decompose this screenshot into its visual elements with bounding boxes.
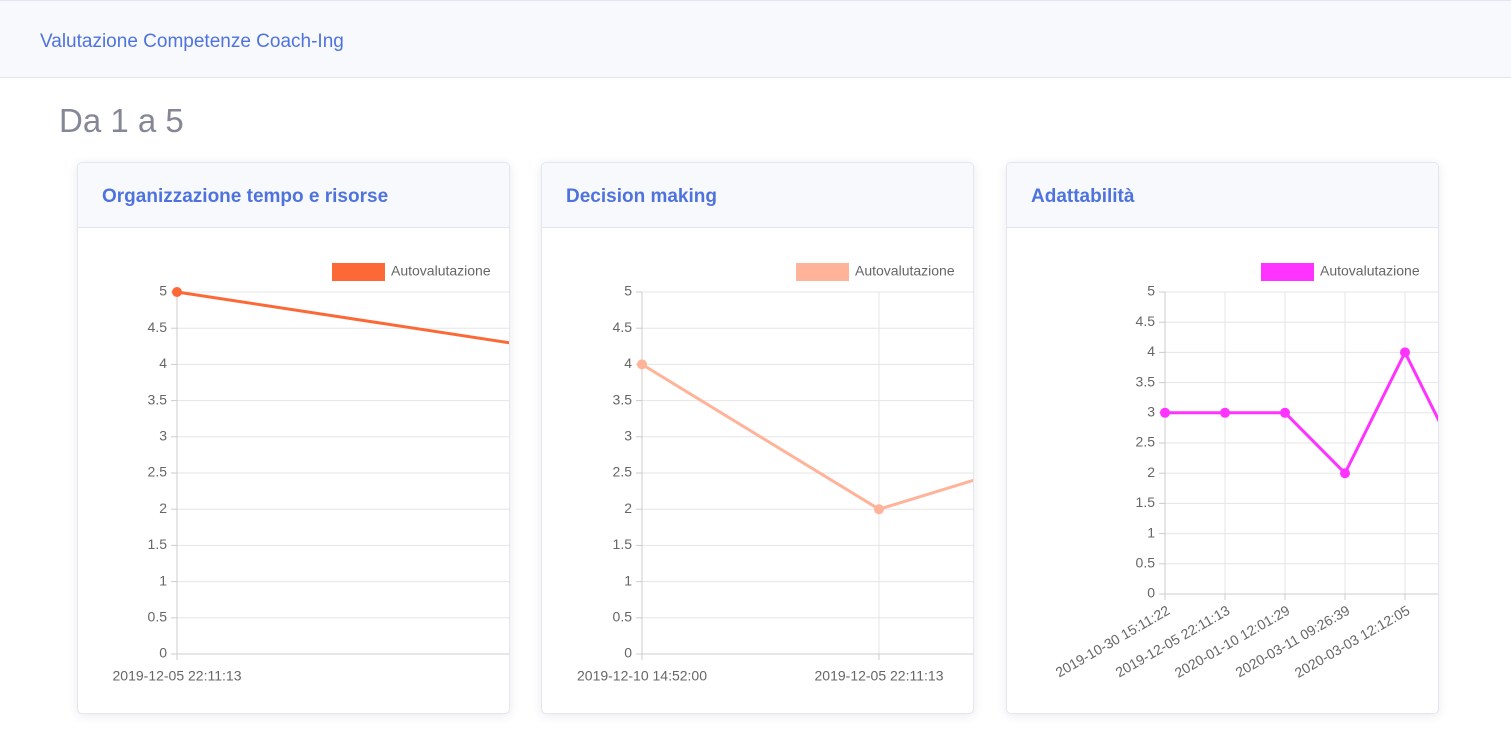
y-tick-label: 2.5 bbox=[148, 464, 168, 480]
chart-card: 0 0.5 1 1.5 2 2.5 3 3.5 4 4.5 5 2019-12-10 14:52:00… bbox=[541, 162, 974, 714]
data-point bbox=[1280, 407, 1290, 418]
legend-swatch bbox=[1261, 263, 1314, 281]
y-tick-label: 1 bbox=[1147, 524, 1155, 540]
brand[interactable]: Valutazione Competenze Coach-Ing bbox=[40, 31, 344, 52]
chart: 0 0.5 1 1.5 2 2.5 3 3.5 4 4.5 5 2019-12-10 14:52:00… bbox=[577, 263, 973, 684]
y-tick-label: 3 bbox=[1147, 404, 1155, 420]
series-line bbox=[1165, 349, 1438, 476]
data-point bbox=[637, 359, 647, 370]
card-header: Adattabilità bbox=[1007, 163, 1438, 228]
card-header: Organizzazione tempo e risorse bbox=[78, 163, 509, 228]
y-tick-label: 3 bbox=[624, 428, 632, 444]
y-tick-label: 1 bbox=[624, 572, 632, 588]
data-point bbox=[1220, 407, 1230, 418]
y-tick-label: 0.5 bbox=[1136, 555, 1156, 571]
x-tick-label: 2019-12-05 22:11:13 bbox=[815, 668, 944, 684]
data-point bbox=[172, 287, 182, 297]
y-tick-label: 3.5 bbox=[613, 391, 633, 407]
y-tick-label: 1 bbox=[159, 572, 167, 588]
y-tick-label: 2 bbox=[1147, 464, 1155, 480]
x-tick-label: 2019-12-10 14:52:00 bbox=[577, 668, 707, 684]
y-tick-label: 1.5 bbox=[1136, 494, 1156, 510]
data-point bbox=[1400, 347, 1410, 358]
legend-label: Autovalutazione bbox=[855, 263, 955, 279]
y-tick-label: 1.5 bbox=[613, 536, 633, 552]
y-tick-label: 0 bbox=[159, 645, 167, 661]
y-tick-label: 4.5 bbox=[148, 319, 168, 335]
legend-swatch bbox=[332, 263, 385, 281]
y-tick-label: 4.5 bbox=[613, 319, 633, 335]
navbar: Valutazione Competenze Coach-Ing bbox=[0, 0, 1511, 78]
card-title: Decision making bbox=[566, 186, 717, 207]
x-tick-label: 2019-10-30 15:11:22 bbox=[1053, 602, 1173, 680]
y-tick-label: 3 bbox=[159, 428, 167, 444]
y-tick-label: 4.5 bbox=[1136, 313, 1156, 329]
y-tick-label: 1.5 bbox=[148, 536, 168, 552]
legend-label: Autovalutazione bbox=[1320, 263, 1420, 279]
legend-label: Autovalutazione bbox=[391, 263, 491, 279]
x-tick-label: 2020-03-03 12:12:05 bbox=[1292, 602, 1413, 681]
y-tick-label: 4 bbox=[159, 355, 167, 371]
y-tick-label: 4 bbox=[624, 355, 632, 371]
card-title: Organizzazione tempo e risorse bbox=[102, 186, 389, 207]
x-tick-label: 2019-12-05 22:11:13 bbox=[113, 668, 242, 684]
y-tick-label: 2.5 bbox=[613, 464, 633, 480]
y-tick-label: 5 bbox=[159, 283, 167, 299]
chart-card: 0 0.5 1 1.5 2 2.5 3 3.5 4 4.5 5 2019-10-30 15:11:22… bbox=[1006, 162, 1439, 714]
y-tick-label: 5 bbox=[1147, 283, 1155, 299]
chart: 0 0.5 1 1.5 2 2.5 3 3.5 4 4.5 5 2019-12-05 22:11:13… bbox=[113, 263, 509, 684]
y-tick-label: 2 bbox=[624, 500, 632, 516]
y-tick-label: 2.5 bbox=[1136, 434, 1156, 450]
card-header: Decision making bbox=[542, 163, 973, 228]
y-tick-label: 0.5 bbox=[148, 609, 168, 625]
y-tick-label: 3.5 bbox=[148, 391, 168, 407]
y-tick-label: 2 bbox=[159, 500, 167, 516]
y-tick-label: 0 bbox=[624, 645, 632, 661]
y-tick-label: 4 bbox=[1147, 343, 1155, 359]
card-title: Adattabilità bbox=[1031, 186, 1135, 207]
chart: 0 0.5 1 1.5 2 2.5 3 3.5 4 4.5 5 2019-10-30 15:11:22… bbox=[1053, 263, 1438, 681]
heading: Da 1 a 5 bbox=[59, 102, 184, 139]
legend-swatch bbox=[796, 263, 849, 281]
y-tick-label: 0.5 bbox=[613, 609, 633, 625]
data-point bbox=[1160, 407, 1170, 418]
chart-card: 0 0.5 1 1.5 2 2.5 3 3.5 4 4.5 5 2019-12-05 22:11:13… bbox=[77, 162, 510, 714]
y-tick-label: 0 bbox=[1147, 585, 1155, 601]
data-point bbox=[874, 504, 884, 515]
series-line bbox=[176, 290, 509, 345]
data-point bbox=[1340, 468, 1350, 479]
y-tick-label: 5 bbox=[624, 283, 632, 299]
y-tick-label: 3.5 bbox=[1136, 373, 1156, 389]
